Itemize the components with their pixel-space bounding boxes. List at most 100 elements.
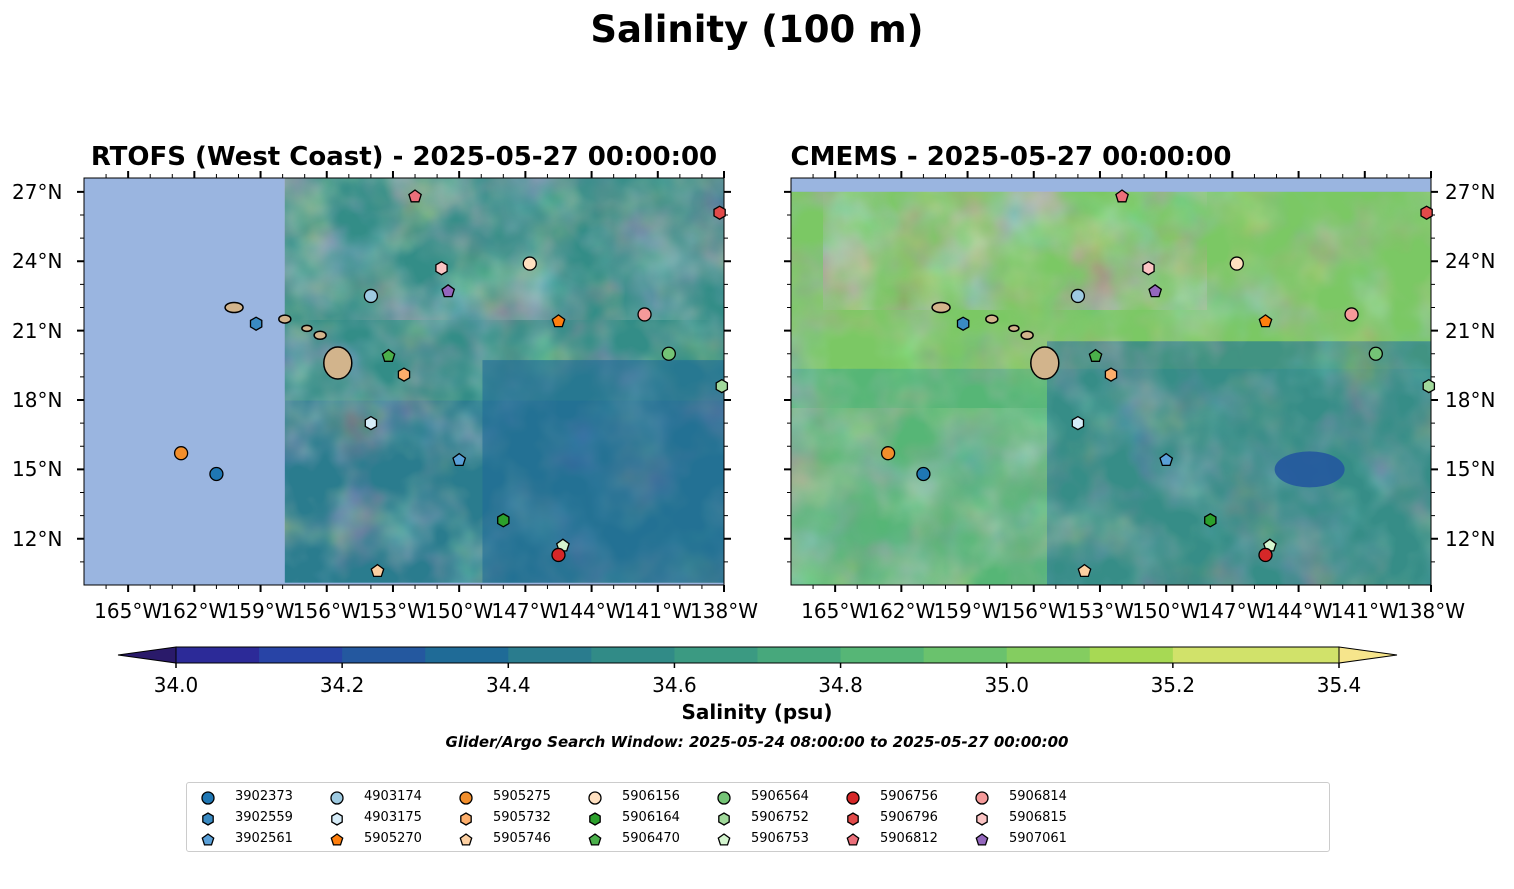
legend-label: 5906796: [880, 810, 938, 825]
x-tick-label: 165°W: [94, 599, 163, 623]
float-marker: [1368, 346, 1383, 361]
legend-marker: [846, 833, 860, 846]
legend-marker: [588, 791, 602, 805]
float-marker: [713, 205, 726, 220]
legend-label: 5905732: [493, 810, 551, 825]
float-marker: [1148, 283, 1163, 298]
island-shape: [278, 314, 292, 324]
float-marker: [1420, 205, 1433, 220]
colorbar-bin: [508, 647, 592, 663]
island-shape: [1030, 346, 1060, 380]
y-tick-label: 12°N: [1445, 526, 1496, 551]
x-tick-label: 153°W: [1065, 599, 1134, 623]
legend-marker: [459, 833, 473, 846]
x-tick-label: 144°W: [1264, 599, 1333, 623]
legend-label: 3902561: [235, 831, 293, 846]
legend-label: 5906756: [880, 789, 938, 804]
float-marker: [1204, 513, 1217, 528]
colorbar-tick-label: 34.4: [486, 673, 531, 697]
search-window-note: Glider/Argo Search Window: 2025-05-24 08…: [445, 733, 1069, 751]
colorbar-tick-label: 34.0: [153, 673, 199, 697]
float-marker: [249, 316, 263, 331]
float-marker: [452, 452, 467, 467]
float-marker: [1422, 378, 1436, 394]
cmems-map: [791, 178, 1431, 585]
legend-marker: [717, 833, 731, 846]
float-marker: [408, 189, 422, 203]
x-tick-label: 138°W: [1397, 599, 1465, 623]
float-marker: [1088, 348, 1103, 362]
legend-label: 5906564: [751, 789, 809, 804]
colorbar-tick-label: 35.2: [1150, 673, 1196, 697]
legend-marker: [975, 833, 989, 846]
colorbar-bin: [674, 647, 758, 663]
float-marker: [637, 307, 652, 322]
legend-marker: [847, 812, 859, 826]
legend-label: 5906812: [880, 831, 938, 846]
y-tick-label: 21°N: [12, 318, 63, 343]
legend-item: 5906796: [836, 807, 959, 827]
float-marker: [916, 466, 931, 482]
float-marker: [1258, 547, 1273, 563]
colorbar-bin: [425, 647, 509, 663]
float-legend: 3902373 3902559 3902561 4903174 4903175 59052…: [186, 782, 1330, 852]
float-marker: [661, 346, 676, 361]
float-marker: [1142, 260, 1155, 276]
legend-marker: [718, 812, 730, 826]
legend-item: 5905270: [320, 828, 443, 848]
legend-marker: [976, 812, 988, 826]
float-marker: [715, 378, 729, 394]
y-tick-label: 18°N: [12, 388, 63, 412]
legend-label: 5905270: [364, 831, 422, 846]
float-marker: [1070, 288, 1086, 304]
legend-item: 3902373: [191, 786, 314, 806]
legend-marker: [330, 791, 344, 805]
x-tick-label: 141°W: [623, 599, 692, 623]
x-tick-label: 147°W: [491, 599, 560, 623]
float-marker: [551, 314, 566, 328]
y-tick-label: 27°N: [1445, 179, 1496, 204]
island-shape: [301, 324, 313, 333]
colorbar-bin: [923, 647, 1008, 663]
legend-marker: [589, 812, 601, 826]
island-shape: [931, 301, 951, 314]
x-tick-label: 156°W: [999, 599, 1068, 623]
legend-marker: [975, 791, 989, 805]
x-tick-label: 159°W: [226, 599, 295, 623]
salinity-field: [791, 191, 1431, 585]
float-marker: [1229, 256, 1244, 271]
x-tick-label: 138°W: [690, 599, 758, 623]
legend-marker: [331, 812, 343, 826]
colorbar-bin: [1006, 647, 1091, 663]
legend-label: 5905746: [493, 831, 551, 846]
y-tick-label: 18°N: [1445, 388, 1496, 412]
colorbar-bin: [342, 647, 426, 663]
colorbar-bin: [1255, 647, 1340, 663]
legend-marker: [460, 812, 472, 826]
float-marker: [551, 547, 566, 563]
legend-item: 5906156: [578, 786, 701, 806]
x-tick-label: 162°W: [867, 599, 936, 623]
colorbar-bin: [1089, 647, 1174, 663]
y-tick-label: 27°N: [12, 179, 63, 204]
legend-item: 5906564: [707, 786, 830, 806]
float-marker: [1344, 307, 1359, 322]
y-tick-label: 21°N: [1445, 318, 1496, 343]
float-marker: [370, 563, 385, 578]
island-shape: [1008, 324, 1020, 333]
legend-label: 4903175: [364, 810, 422, 825]
float-marker: [497, 513, 510, 528]
float-marker: [1104, 367, 1118, 382]
island-shape: [985, 314, 999, 324]
x-tick-label: 150°W: [425, 599, 494, 623]
island-shape: [1020, 330, 1034, 340]
y-tick-label: 15°N: [1445, 457, 1496, 482]
y-tick-label: 24°N: [12, 249, 63, 274]
legend-label: 3902559: [235, 810, 293, 825]
legend-item: 5905746: [449, 828, 572, 848]
legend-marker: [846, 791, 860, 805]
legend-label: 5906753: [751, 831, 809, 846]
colorbar-tick-label: 35.4: [1316, 673, 1362, 697]
legend-label: 3902373: [235, 789, 293, 804]
